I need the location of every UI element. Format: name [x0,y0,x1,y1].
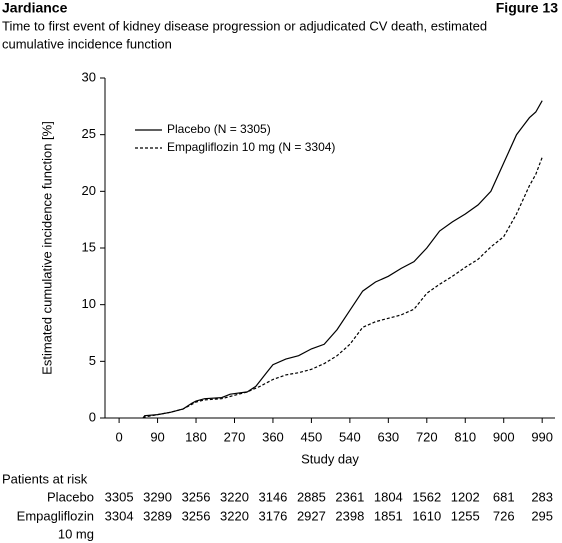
risk-value: 1562 [412,489,441,504]
risk-row-label: 10 mg [58,526,94,541]
y-tick-label: 5 [89,353,96,368]
risk-value: 3290 [143,489,172,504]
risk-value: 3146 [258,489,287,504]
risk-value: 3304 [105,508,134,523]
risk-value: 1202 [451,489,480,504]
y-tick-label: 0 [89,409,96,424]
x-tick-label: 90 [150,429,164,444]
x-tick-label: 450 [301,429,323,444]
y-axis-label: Estimated cumulative incidence function … [39,121,54,375]
x-tick-label: 540 [339,429,361,444]
x-tick-label: 360 [262,429,284,444]
risk-value: 1255 [451,508,480,523]
risk-value: 3289 [143,508,172,523]
risk-value: 3176 [258,508,287,523]
series-line [142,100,543,419]
risk-value: 681 [493,489,515,504]
x-tick-label: 810 [454,429,476,444]
risk-value: 2361 [335,489,364,504]
x-tick-label: 0 [115,429,122,444]
page-title: Jardiance [2,0,68,16]
series-line [142,157,543,419]
chart-subtitle: cumulative incidence function [2,36,172,51]
x-tick-label: 990 [531,429,553,444]
y-tick-label: 10 [82,296,96,311]
y-tick-label: 30 [82,69,96,84]
x-tick-label: 720 [416,429,438,444]
risk-table-title: Patients at risk [2,471,88,486]
x-axis-label: Study day [301,451,359,466]
risk-value: 3256 [182,489,211,504]
y-tick-label: 25 [82,126,96,141]
risk-value: 2885 [297,489,326,504]
risk-value: 3256 [182,508,211,523]
risk-value: 3220 [220,489,249,504]
risk-value: 295 [531,508,553,523]
legend-label: Empagliflozin 10 mg (N = 3304) [167,140,335,154]
risk-row-label: Placebo [47,489,94,504]
risk-row-label: Empagliflozin [17,508,94,523]
y-tick-label: 15 [82,239,96,254]
chart-subtitle: Time to first event of kidney disease pr… [2,18,487,33]
risk-value: 283 [531,489,553,504]
risk-value: 2927 [297,508,326,523]
x-tick-label: 270 [224,429,246,444]
x-tick-label: 900 [493,429,515,444]
risk-value: 726 [493,508,515,523]
risk-value: 2398 [335,508,364,523]
risk-value: 1610 [412,508,441,523]
risk-value: 3220 [220,508,249,523]
figure-label: Figure 13 [496,0,558,16]
risk-value: 3305 [105,489,134,504]
x-tick-label: 180 [185,429,207,444]
risk-value: 1804 [374,489,403,504]
y-tick-label: 20 [82,183,96,198]
risk-value: 1851 [374,508,403,523]
x-tick-label: 630 [377,429,399,444]
legend-label: Placebo (N = 3305) [167,122,271,136]
